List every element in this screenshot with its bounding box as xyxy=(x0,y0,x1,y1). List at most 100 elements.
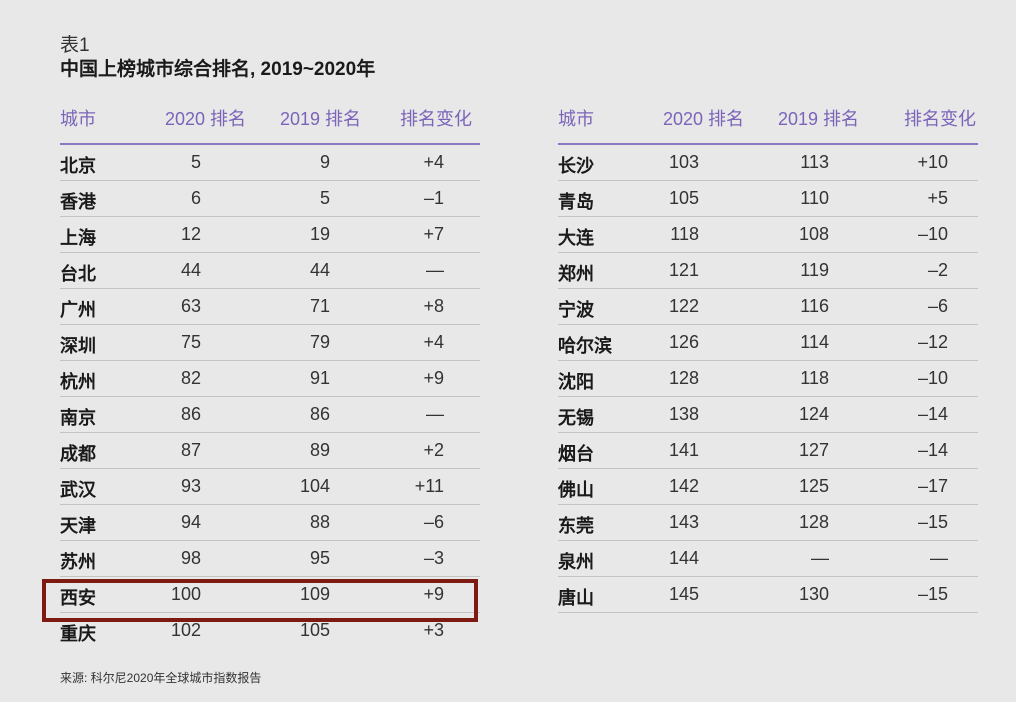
rank-change: +9 xyxy=(423,368,444,388)
rank-2019: 119 xyxy=(800,260,829,280)
city-name: 天津 xyxy=(60,516,96,536)
rank-2019: 5 xyxy=(319,188,330,208)
city-name: 东莞 xyxy=(558,516,594,536)
rank-change: –6 xyxy=(927,296,948,316)
table-row: 泉州 144 — — xyxy=(558,541,978,577)
rank-2020: 93 xyxy=(180,476,201,496)
rank-2019: 71 xyxy=(309,296,330,316)
table-row: 长沙 103 113 +10 xyxy=(558,145,978,181)
ranking-table-right: 城市 2020 排名 2019 排名 排名变化 长沙 103 113 +10 青岛 105… xyxy=(558,100,978,613)
city-name: 广州 xyxy=(60,300,96,320)
city-name: 台北 xyxy=(60,264,96,284)
rank-change: — xyxy=(426,260,444,280)
header-2019-rank: 2019 排名 xyxy=(279,109,361,129)
rank-2019: 118 xyxy=(800,368,829,388)
table-row: 佛山 142 125 –17 xyxy=(558,469,978,505)
city-name: 香港 xyxy=(60,192,96,212)
city-name: 杭州 xyxy=(60,372,96,392)
rank-change: +9 xyxy=(423,584,444,604)
ranking-table-left: 城市 2020 排名 2019 排名 排名变化 北京 5 9 +4 香港 6 5 –1 上海 12… xyxy=(60,100,480,648)
rank-change: +2 xyxy=(423,440,444,460)
city-name: 佛山 xyxy=(558,480,594,500)
table-row: 沈阳 128 118 –10 xyxy=(558,361,978,397)
rank-2020: 103 xyxy=(668,152,699,172)
rank-2019: 44 xyxy=(309,260,330,280)
rank-change: +5 xyxy=(927,188,948,208)
city-name: 宁波 xyxy=(558,300,594,320)
city-name: 哈尔滨 xyxy=(558,336,612,356)
rank-change: –2 xyxy=(927,260,948,280)
table-row: 重庆 102 105 +3 xyxy=(60,613,480,648)
table-row: 无锡 138 124 –14 xyxy=(558,397,978,433)
rank-2019: 130 xyxy=(798,584,829,604)
rank-change: –6 xyxy=(423,512,444,532)
table-row: 唐山 145 130 –15 xyxy=(558,577,978,613)
rank-change: +3 xyxy=(423,620,444,640)
header-rank-change: 排名变化 xyxy=(904,109,976,129)
rank-2020: 44 xyxy=(180,260,201,280)
rank-2019: 105 xyxy=(299,620,330,640)
rank-2020: 143 xyxy=(668,512,699,532)
table-header: 城市 2020 排名 2019 排名 排名变化 xyxy=(558,100,978,145)
rank-2020: 75 xyxy=(180,332,201,352)
rank-2019: 125 xyxy=(798,476,829,496)
rank-change: –17 xyxy=(917,476,948,496)
rank-2020: 105 xyxy=(668,188,699,208)
rank-2020: 128 xyxy=(668,368,699,388)
header-2019-rank: 2019 排名 xyxy=(777,109,859,129)
table-header: 城市 2020 排名 2019 排名 排名变化 xyxy=(60,100,480,145)
rank-change: +10 xyxy=(917,152,948,172)
rank-change: –14 xyxy=(917,440,948,460)
rank-2019: — xyxy=(811,548,829,568)
table-title: 中国上榜城市综合排名, 2019~2020年 xyxy=(60,59,376,80)
city-name: 苏州 xyxy=(60,552,96,572)
city-name: 郑州 xyxy=(558,264,594,284)
rank-change: +4 xyxy=(423,152,444,172)
table-row: 北京 5 9 +4 xyxy=(60,145,480,181)
city-name: 西安 xyxy=(60,588,96,608)
rank-2020: 126 xyxy=(668,332,699,352)
city-name: 成都 xyxy=(60,444,96,464)
table-row: 上海 12 19 +7 xyxy=(60,217,480,253)
city-name: 北京 xyxy=(60,156,96,176)
rank-2020: 12 xyxy=(180,224,201,244)
header-2020-rank: 2020 排名 xyxy=(662,109,744,129)
city-name: 沈阳 xyxy=(558,372,594,392)
header-city: 城市 xyxy=(558,109,594,129)
header-city: 城市 xyxy=(60,109,96,129)
rank-2020: 86 xyxy=(180,404,201,424)
rank-2020: 121 xyxy=(668,260,699,280)
rank-2020: 98 xyxy=(180,548,201,568)
rank-change: –3 xyxy=(423,548,444,568)
city-name: 泉州 xyxy=(558,552,594,572)
rank-2019: 128 xyxy=(798,512,829,532)
rank-2020: 145 xyxy=(668,584,699,604)
rank-2020: 144 xyxy=(668,548,699,568)
rank-change: –15 xyxy=(917,584,948,604)
rank-2020: 141 xyxy=(668,440,699,460)
table-row: 烟台 141 127 –14 xyxy=(558,433,978,469)
city-name: 上海 xyxy=(60,228,96,248)
table-row: 天津 94 88 –6 xyxy=(60,505,480,541)
rank-2020: 122 xyxy=(668,296,699,316)
city-name: 长沙 xyxy=(558,156,594,176)
table-row: 青岛 105 110 +5 xyxy=(558,181,978,217)
rank-change: –10 xyxy=(917,368,948,388)
table-row: 南京 86 86 — xyxy=(60,397,480,433)
rank-2020: 102 xyxy=(170,620,201,640)
city-name: 无锡 xyxy=(558,408,594,428)
rank-2020: 63 xyxy=(180,296,201,316)
city-name: 南京 xyxy=(60,408,96,428)
rank-2019: 19 xyxy=(309,224,330,244)
rank-change: — xyxy=(930,548,948,568)
rank-change: –15 xyxy=(917,512,948,532)
table-row: 哈尔滨 126 114 –12 xyxy=(558,325,978,361)
rank-change: — xyxy=(426,404,444,424)
rank-change: +8 xyxy=(423,296,444,316)
rank-2019: 114 xyxy=(800,332,829,352)
rank-change: –1 xyxy=(423,188,444,208)
rank-2019: 88 xyxy=(309,512,330,532)
table-row: 成都 87 89 +2 xyxy=(60,433,480,469)
city-name: 烟台 xyxy=(558,444,594,464)
rank-2020: 100 xyxy=(170,584,201,604)
